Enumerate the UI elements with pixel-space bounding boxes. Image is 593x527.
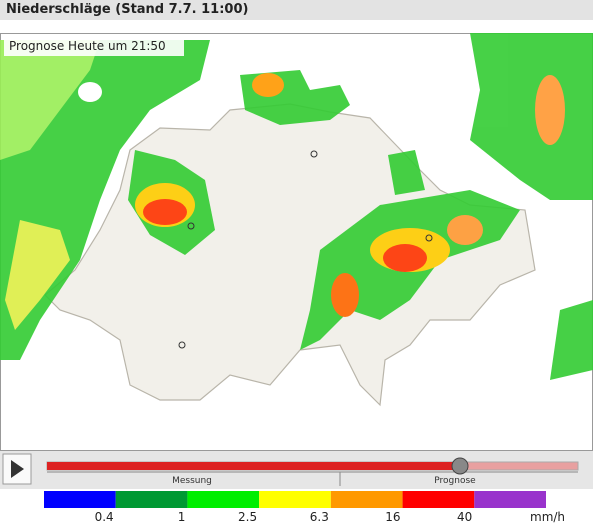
legend-swatch xyxy=(187,491,260,508)
map xyxy=(0,33,593,407)
legend-swatch xyxy=(330,491,403,508)
page-title: Niederschläge (Stand 7.7. 11:00) xyxy=(0,0,593,20)
legend-label: 0.4 xyxy=(95,510,114,524)
legend-swatch xyxy=(115,491,188,508)
legend-unit: mm/h xyxy=(530,510,565,524)
slider-knob[interactable] xyxy=(451,457,469,475)
slider-progress xyxy=(47,462,460,470)
legend-label: 16 xyxy=(385,510,400,524)
overlay-box xyxy=(4,36,184,56)
legend-swatch xyxy=(474,491,546,508)
precipitation xyxy=(0,33,593,380)
play-icon xyxy=(11,460,24,478)
legend-swatch xyxy=(402,491,475,508)
legend-label: 6.3 xyxy=(310,510,329,524)
slider-label: Prognose xyxy=(434,476,476,486)
legend-swatch xyxy=(259,491,331,508)
legend-swatch xyxy=(44,491,116,508)
legend: 0.4 1 2.5 6.3 16 40 xyxy=(44,491,546,524)
slider-label: Messung xyxy=(172,476,212,486)
legend-label: 1 xyxy=(178,510,186,524)
legend-label: 40 xyxy=(457,510,472,524)
legend-label: 2.5 xyxy=(238,510,257,524)
overlay-label: Prognose Heute um 21:50 xyxy=(9,39,166,53)
